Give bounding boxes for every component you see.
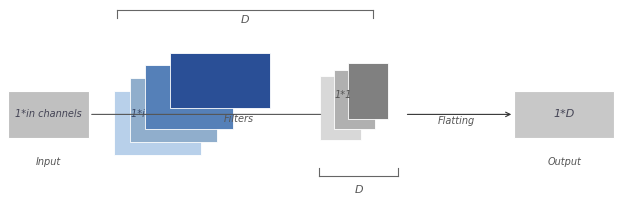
FancyBboxPatch shape	[170, 52, 270, 108]
FancyBboxPatch shape	[8, 91, 89, 138]
FancyBboxPatch shape	[129, 78, 217, 142]
Text: D: D	[355, 185, 364, 195]
Text: 1*in channels: 1*in channels	[15, 109, 82, 119]
FancyBboxPatch shape	[348, 63, 388, 119]
Text: D: D	[241, 15, 249, 25]
Text: Output: Output	[547, 157, 581, 167]
Text: 1*D: 1*D	[553, 109, 575, 119]
Text: Flatting: Flatting	[438, 116, 475, 126]
Text: 1*1: 1*1	[335, 90, 352, 100]
FancyBboxPatch shape	[320, 76, 361, 140]
Text: 1*in channels: 1*in channels	[131, 109, 197, 119]
Text: Filters: Filters	[224, 114, 254, 124]
FancyBboxPatch shape	[514, 91, 614, 138]
FancyBboxPatch shape	[114, 91, 202, 155]
Text: Input: Input	[36, 157, 61, 167]
FancyBboxPatch shape	[334, 70, 375, 129]
FancyBboxPatch shape	[145, 65, 233, 129]
